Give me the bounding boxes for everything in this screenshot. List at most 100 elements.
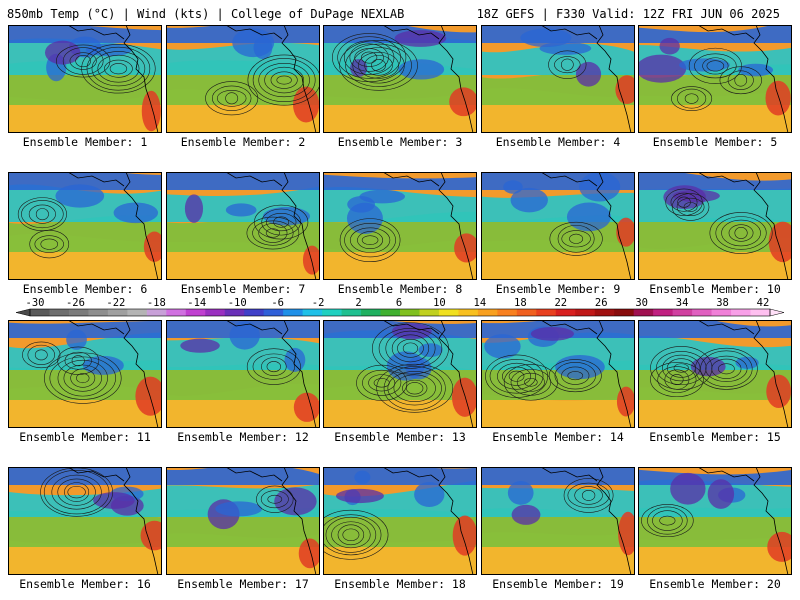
height-contour <box>261 208 301 236</box>
height-contour <box>205 81 259 116</box>
height-contour <box>378 327 443 369</box>
height-contour <box>641 504 694 538</box>
map-frame <box>323 320 477 428</box>
height-contour <box>62 47 104 75</box>
cold-pocket <box>707 479 735 509</box>
ensemble-member-panel: Ensemble Member: 6 <box>8 172 162 296</box>
height-contour <box>225 92 239 105</box>
height-contour <box>391 334 430 363</box>
height-contour <box>368 374 396 392</box>
colorbar-swatch <box>166 309 187 316</box>
cool-field <box>323 365 477 400</box>
ensemble-member-label: Ensemble Member: 8 <box>337 282 463 296</box>
colorbar-tick-label: 10 <box>433 297 446 309</box>
ensemble-member-panel: Ensemble Member: 2 <box>166 25 320 149</box>
coastline <box>753 172 789 280</box>
coastline <box>596 25 632 133</box>
height-contour <box>254 204 309 240</box>
height-contour <box>51 474 102 510</box>
very-cold-field <box>166 467 320 485</box>
colorbar-swatch <box>302 309 323 316</box>
alaska-coastline <box>225 467 283 482</box>
ensemble-member-label: Ensemble Member: 2 <box>180 135 306 149</box>
ensemble-member-label: Ensemble Member: 12 <box>177 430 309 444</box>
height-contour <box>49 356 116 400</box>
height-contour <box>560 58 574 71</box>
height-contour <box>709 212 773 254</box>
height-contour <box>69 52 97 70</box>
cold-pocket <box>274 487 317 516</box>
ensemble-member-panel: Ensemble Member: 5 <box>638 25 792 149</box>
colorbar-swatch <box>341 309 362 316</box>
ensemble-member-panel: Ensemble Member: 17 <box>166 467 320 591</box>
height-contour <box>323 509 389 560</box>
height-contour <box>510 368 552 396</box>
heat-pocket <box>765 80 791 116</box>
height-contour <box>554 56 581 74</box>
height-contour <box>104 59 133 78</box>
height-contour <box>402 342 419 355</box>
colorbar-tick-label: 30 <box>635 297 648 309</box>
ensemble-member-panel: Ensemble Member: 9 <box>481 172 635 296</box>
height-contour <box>662 354 701 382</box>
height-contour <box>705 355 748 382</box>
alaska-coastline <box>540 25 598 40</box>
colorbar-swatch <box>750 309 771 316</box>
height-contour <box>715 216 767 250</box>
height-contour <box>387 371 442 406</box>
height-contour <box>339 218 401 263</box>
map-frame <box>638 467 792 575</box>
cold-pocket <box>336 488 384 504</box>
cold-pocket <box>530 326 575 341</box>
ensemble-member-label: Ensemble Member: 6 <box>22 282 148 296</box>
temperature-map <box>8 320 162 428</box>
height-contour <box>734 227 748 239</box>
coastline <box>123 467 159 575</box>
height-contour <box>343 40 395 75</box>
colorbar-swatch <box>263 309 284 316</box>
temperature-map <box>323 25 477 133</box>
cool-field <box>638 217 792 252</box>
cold-pocket <box>638 54 687 83</box>
cold-field <box>323 330 477 370</box>
height-contour <box>349 43 389 72</box>
model-run-info: 18Z GEFS | F330 Valid: 12Z FRI JUN 06 20… <box>476 7 780 21</box>
alaska-coastline <box>697 320 755 335</box>
ensemble-member-label: Ensemble Member: 10 <box>649 282 781 296</box>
heat-pocket <box>135 376 162 416</box>
cold-pocket <box>566 202 611 232</box>
colorbar-swatch <box>244 309 265 316</box>
colorbar-tick-label: -30 <box>26 297 45 309</box>
height-contour <box>508 370 525 382</box>
height-contour <box>261 357 287 376</box>
colorbar-tick-label: 26 <box>595 297 608 309</box>
map-frame <box>166 320 320 428</box>
colorbar-swatch <box>438 309 459 316</box>
height-contour <box>67 485 86 499</box>
height-contour <box>76 373 90 384</box>
height-contour <box>35 208 49 221</box>
map-frame <box>166 25 320 133</box>
heat-pocket <box>143 231 162 262</box>
colorbar-max-arrow <box>769 308 785 317</box>
height-contour <box>21 200 64 229</box>
height-contour <box>383 366 446 411</box>
height-contour <box>670 374 684 386</box>
height-contour <box>246 216 300 250</box>
cold-pocket <box>180 338 220 353</box>
height-contour <box>516 372 545 392</box>
height-contour <box>393 374 436 403</box>
mild-field <box>481 393 635 428</box>
cool-field <box>638 507 792 547</box>
height-contour <box>109 63 128 75</box>
temperature-map <box>166 320 320 428</box>
cold-pocket <box>484 334 521 359</box>
height-contour <box>70 368 96 388</box>
height-contour <box>702 57 729 75</box>
height-contour <box>670 192 698 212</box>
ensemble-member-panel: Ensemble Member: 10 <box>638 172 792 296</box>
coastline <box>123 172 159 280</box>
coastline <box>438 320 474 428</box>
cold-pocket <box>418 343 443 358</box>
height-contour <box>246 348 301 385</box>
